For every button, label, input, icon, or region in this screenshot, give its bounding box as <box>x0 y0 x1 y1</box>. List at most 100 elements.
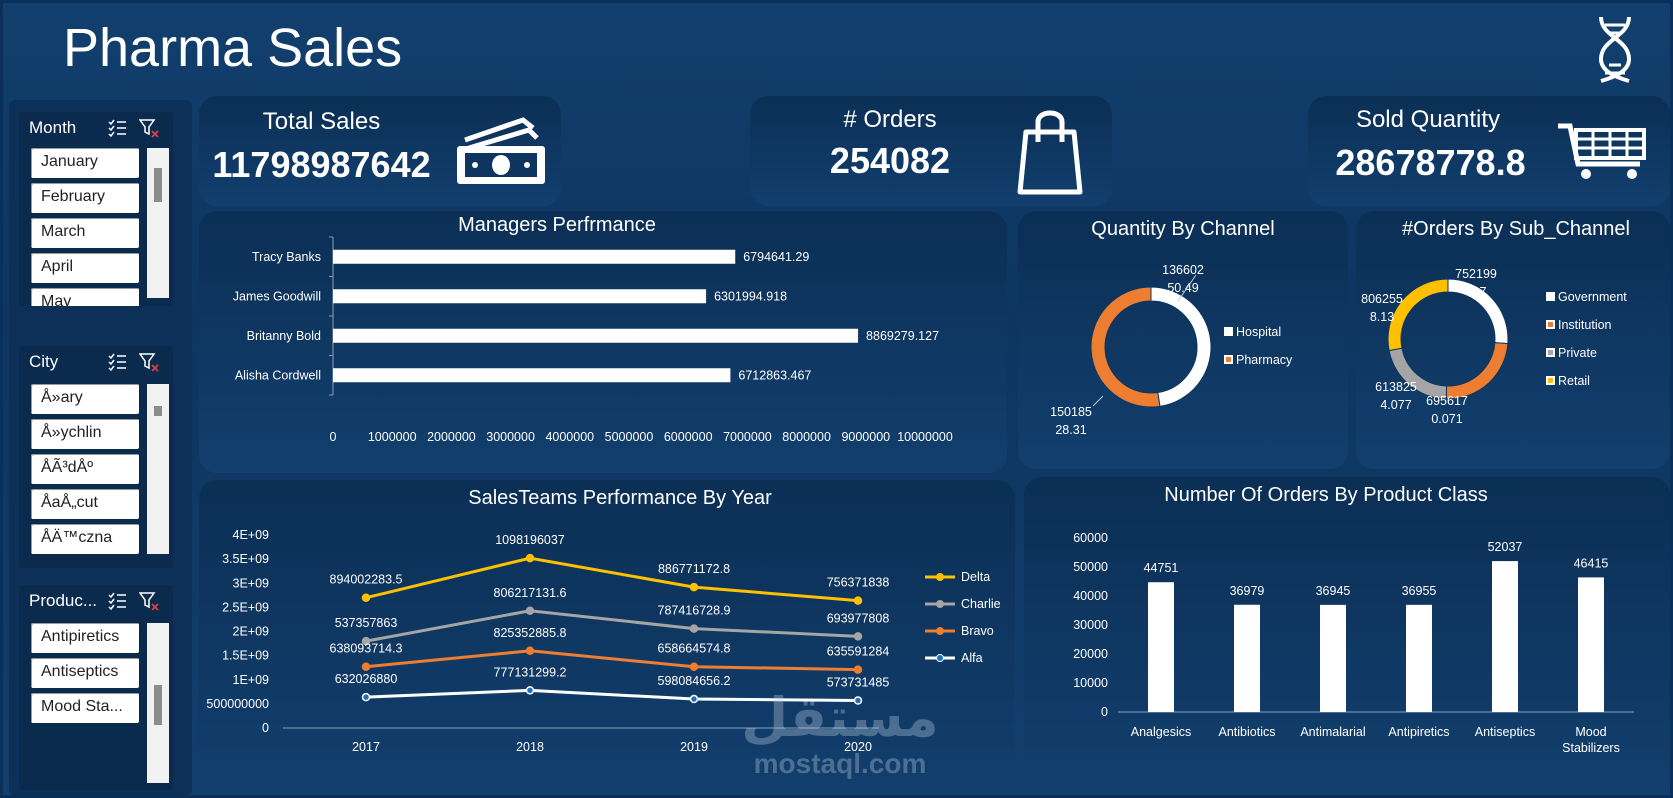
series-line <box>365 556 859 603</box>
kpi-sold-quantity: Sold Quantity 28678778.8 <box>1308 96 1670 206</box>
productclass-chart-panel: Number Of Orders By Product Class 0 10000 2… <box>1024 477 1670 795</box>
legend-entry: Delta <box>961 570 990 584</box>
slicer-item-month[interactable]: March <box>31 218 139 248</box>
month-slicer-title: Month <box>29 118 77 137</box>
salesteams-chart-panel: SalesTeams Performance By Year 0 500000000… <box>199 480 1015 795</box>
data-point <box>853 696 863 705</box>
scrollbar-thumb[interactable] <box>154 406 162 416</box>
legend-entry: Charlie <box>961 597 1001 611</box>
product-slicer-title: Produc... <box>29 591 98 610</box>
data-label: 36945 <box>1316 584 1351 598</box>
shopping-bag-icon <box>1017 110 1083 195</box>
bar <box>333 249 736 264</box>
legend-marker <box>936 627 944 635</box>
legend-entry: Hospital <box>1236 325 1281 339</box>
data-point <box>689 662 699 671</box>
channel-chart-panel: Quantity By Channel 136602 50.49 150185 28.3… <box>1018 211 1348 469</box>
y-tick-label: 1E+09 <box>233 673 270 687</box>
month-slicer-scrollbar[interactable] <box>147 148 169 298</box>
data-point <box>361 593 371 602</box>
salesteams-chart: SalesTeams Performance By Year 0 500000000… <box>206 487 1001 754</box>
slicer-item-product[interactable]: Mood Sta... <box>31 693 139 723</box>
slicer-item-product[interactable]: Antiseptics <box>31 658 139 688</box>
x-tick-label: 4000000 <box>545 430 594 444</box>
chart-title: #Orders By Sub_Channel <box>1402 218 1630 240</box>
kpi-label: Sold Quantity <box>1355 106 1501 133</box>
slicer-item-city[interactable]: ÅaÅ„cut <box>31 489 139 519</box>
data-label: 36979 <box>1230 584 1265 598</box>
channel-chart: Quantity By Channel 136602 50.49 150185 28.3… <box>1050 218 1293 437</box>
category-label: Britanny Bold <box>247 329 321 343</box>
data-label: 50.49 <box>1167 281 1198 295</box>
product-slicer: Produc... Antipiretics Antiseptics Mood … <box>19 585 173 790</box>
watermark-arabic: مستقل <box>741 688 939 748</box>
category-label: Antimalarial <box>1300 725 1365 739</box>
slice <box>1150 286 1212 407</box>
money-icon <box>457 117 545 184</box>
chart-title: Quantity By Channel <box>1091 218 1274 240</box>
slicer-item-month[interactable]: February <box>31 183 139 213</box>
data-label: 46415 <box>1574 556 1609 570</box>
legend-entry: Retail <box>1558 374 1590 388</box>
y-tick-label: 20000 <box>1073 647 1108 661</box>
data-label: 44751 <box>1144 561 1179 575</box>
slicer-item-city[interactable]: Å»ychlin <box>31 419 139 449</box>
category-label: Antibiotics <box>1219 725 1276 739</box>
x-tick-label: 2019 <box>680 740 708 754</box>
scrollbar-thumb[interactable] <box>154 685 162 725</box>
legend-entry: Private <box>1558 346 1597 360</box>
y-tick-label: 2.5E+09 <box>222 600 269 614</box>
category-label: James Goodwill <box>233 289 321 303</box>
slicer-item-month[interactable]: April <box>31 253 139 283</box>
legend-swatch-fill <box>1548 294 1553 299</box>
x-tick-label: 2018 <box>516 740 544 754</box>
series-line <box>365 649 859 672</box>
product-slicer-scrollbar[interactable] <box>147 623 169 783</box>
data-label: 0.071 <box>1431 412 1462 426</box>
slicer-item-city[interactable]: Å»ary <box>31 384 139 414</box>
legend-swatch-fill <box>1548 378 1553 383</box>
multi-select-icon[interactable] <box>107 591 127 611</box>
y-tick-label: 10000 <box>1073 676 1108 690</box>
bar <box>333 289 707 304</box>
multi-select-icon[interactable] <box>107 352 127 372</box>
month-slicer-list: January February March April May <box>19 148 173 306</box>
x-tick-label: 7000000 <box>723 430 772 444</box>
x-tick-label: 2020 <box>844 740 872 754</box>
slicer-item-city[interactable]: ÅÃ³dÅº <box>31 454 139 484</box>
data-label: 52037 <box>1488 540 1523 554</box>
slicer-item-city[interactable]: ÅÄ™czna <box>31 524 139 554</box>
subchannel-chart-panel: #Orders By Sub_Channel 752199 417 695617 0.0… <box>1356 211 1670 469</box>
data-point <box>525 606 535 616</box>
y-tick-label: 0 <box>262 721 269 735</box>
slice <box>1445 342 1509 400</box>
clear-filter-icon[interactable] <box>139 352 159 372</box>
bar <box>1492 561 1518 712</box>
chart-title: Number Of Orders By Product Class <box>1164 484 1487 506</box>
x-tick-label: 6000000 <box>664 430 713 444</box>
slicer-item-month[interactable]: May <box>31 288 139 306</box>
data-label: 417 <box>1466 285 1487 299</box>
data-label: 638093714.3 <box>330 642 403 656</box>
slicer-item-product[interactable]: Antipiretics <box>31 623 139 653</box>
city-slicer: City Å»ary Å»ychlin ÅÃ³dÅº ÅaÅ„cut ÅÄ™cz… <box>19 346 173 568</box>
slicer-item-month[interactable]: January <box>31 148 139 178</box>
data-label: 6712863.467 <box>738 368 811 382</box>
productclass-chart: Number Of Orders By Product Class 0 10000 2… <box>1073 484 1634 755</box>
clear-filter-icon[interactable] <box>139 118 159 138</box>
category-label: Stabilizers <box>1562 741 1620 755</box>
scrollbar-thumb[interactable] <box>154 168 162 202</box>
bar <box>1320 604 1346 712</box>
leader-line <box>1177 274 1197 302</box>
data-point <box>361 692 371 702</box>
y-tick-label: 3E+09 <box>233 576 270 590</box>
category-label: Alisha Cordwell <box>235 368 321 382</box>
chart-title: Managers Perfrmance <box>458 214 656 236</box>
legend-entry: Pharmacy <box>1236 353 1293 367</box>
clear-filter-icon[interactable] <box>139 591 159 611</box>
legend-marker <box>936 654 944 662</box>
multi-select-icon[interactable] <box>107 118 127 138</box>
city-slicer-scrollbar[interactable] <box>147 384 169 554</box>
kpi-value: 28678778.8 <box>1335 142 1526 183</box>
